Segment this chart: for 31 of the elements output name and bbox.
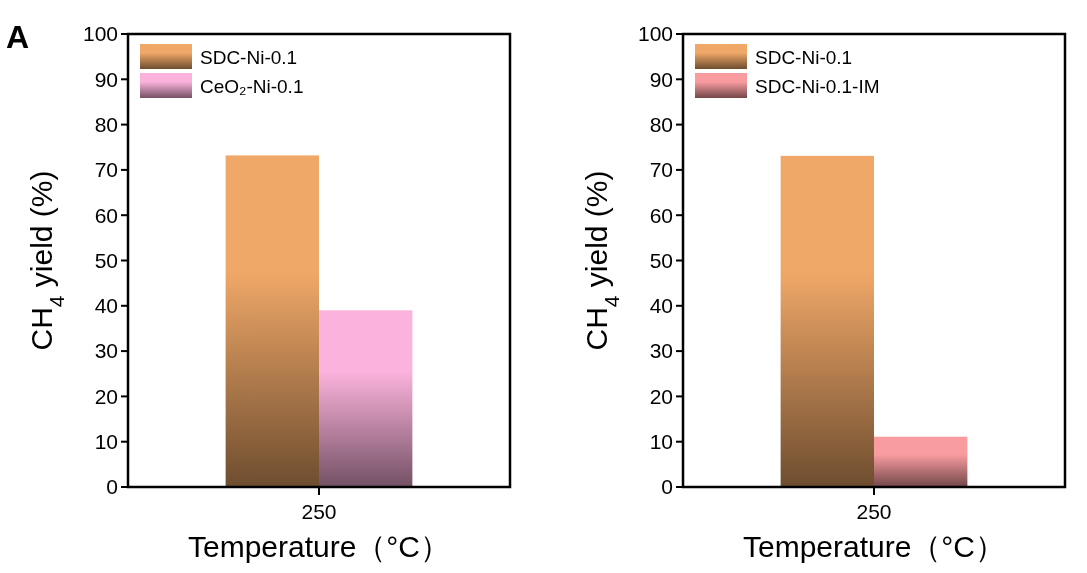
y-tick-label: 10 <box>94 430 118 454</box>
y-tick-label: 30 <box>649 339 673 363</box>
y-tick-label: 40 <box>649 294 673 318</box>
legend-label: SDC-Ni-0.1 <box>200 46 298 68</box>
y-tick-label: 20 <box>649 384 673 408</box>
y-tick-label: 0 <box>106 475 118 499</box>
y-tick-label: 30 <box>94 339 118 363</box>
y-tick-label: 80 <box>94 112 118 136</box>
y-tick-label: 0 <box>661 475 673 499</box>
x-tick-label: 250 <box>856 500 892 523</box>
y-tick-label: 20 <box>94 384 118 408</box>
x-axis-title: Temperature（°C） <box>742 530 1006 563</box>
y-tick-label: 60 <box>649 203 673 227</box>
y-tick-label: 50 <box>649 248 673 272</box>
y-tick-label: 70 <box>94 158 118 182</box>
y-tick-label: 80 <box>649 112 673 136</box>
y-tick-label: 90 <box>649 67 673 91</box>
y-tick-label: 100 <box>82 22 118 46</box>
y-tick-label: 40 <box>94 294 118 318</box>
legend-label: SDC-Ni-0.1-IM <box>755 75 880 97</box>
y-tick-label: 90 <box>94 67 118 91</box>
y-tick-label: 70 <box>649 158 673 182</box>
legend-label: SDC-Ni-0.1 <box>755 46 853 68</box>
y-tick-label: 100 <box>637 22 673 46</box>
y-tick-label: 50 <box>94 248 118 272</box>
x-tick-label: 250 <box>301 500 337 523</box>
text: A <box>6 19 30 55</box>
y-tick-label: 60 <box>94 203 118 227</box>
legend-label: CeO₂-Ni-0.1 <box>200 75 304 97</box>
x-axis-title: Temperature（°C） <box>187 530 451 563</box>
y-tick-label: 10 <box>649 430 673 454</box>
